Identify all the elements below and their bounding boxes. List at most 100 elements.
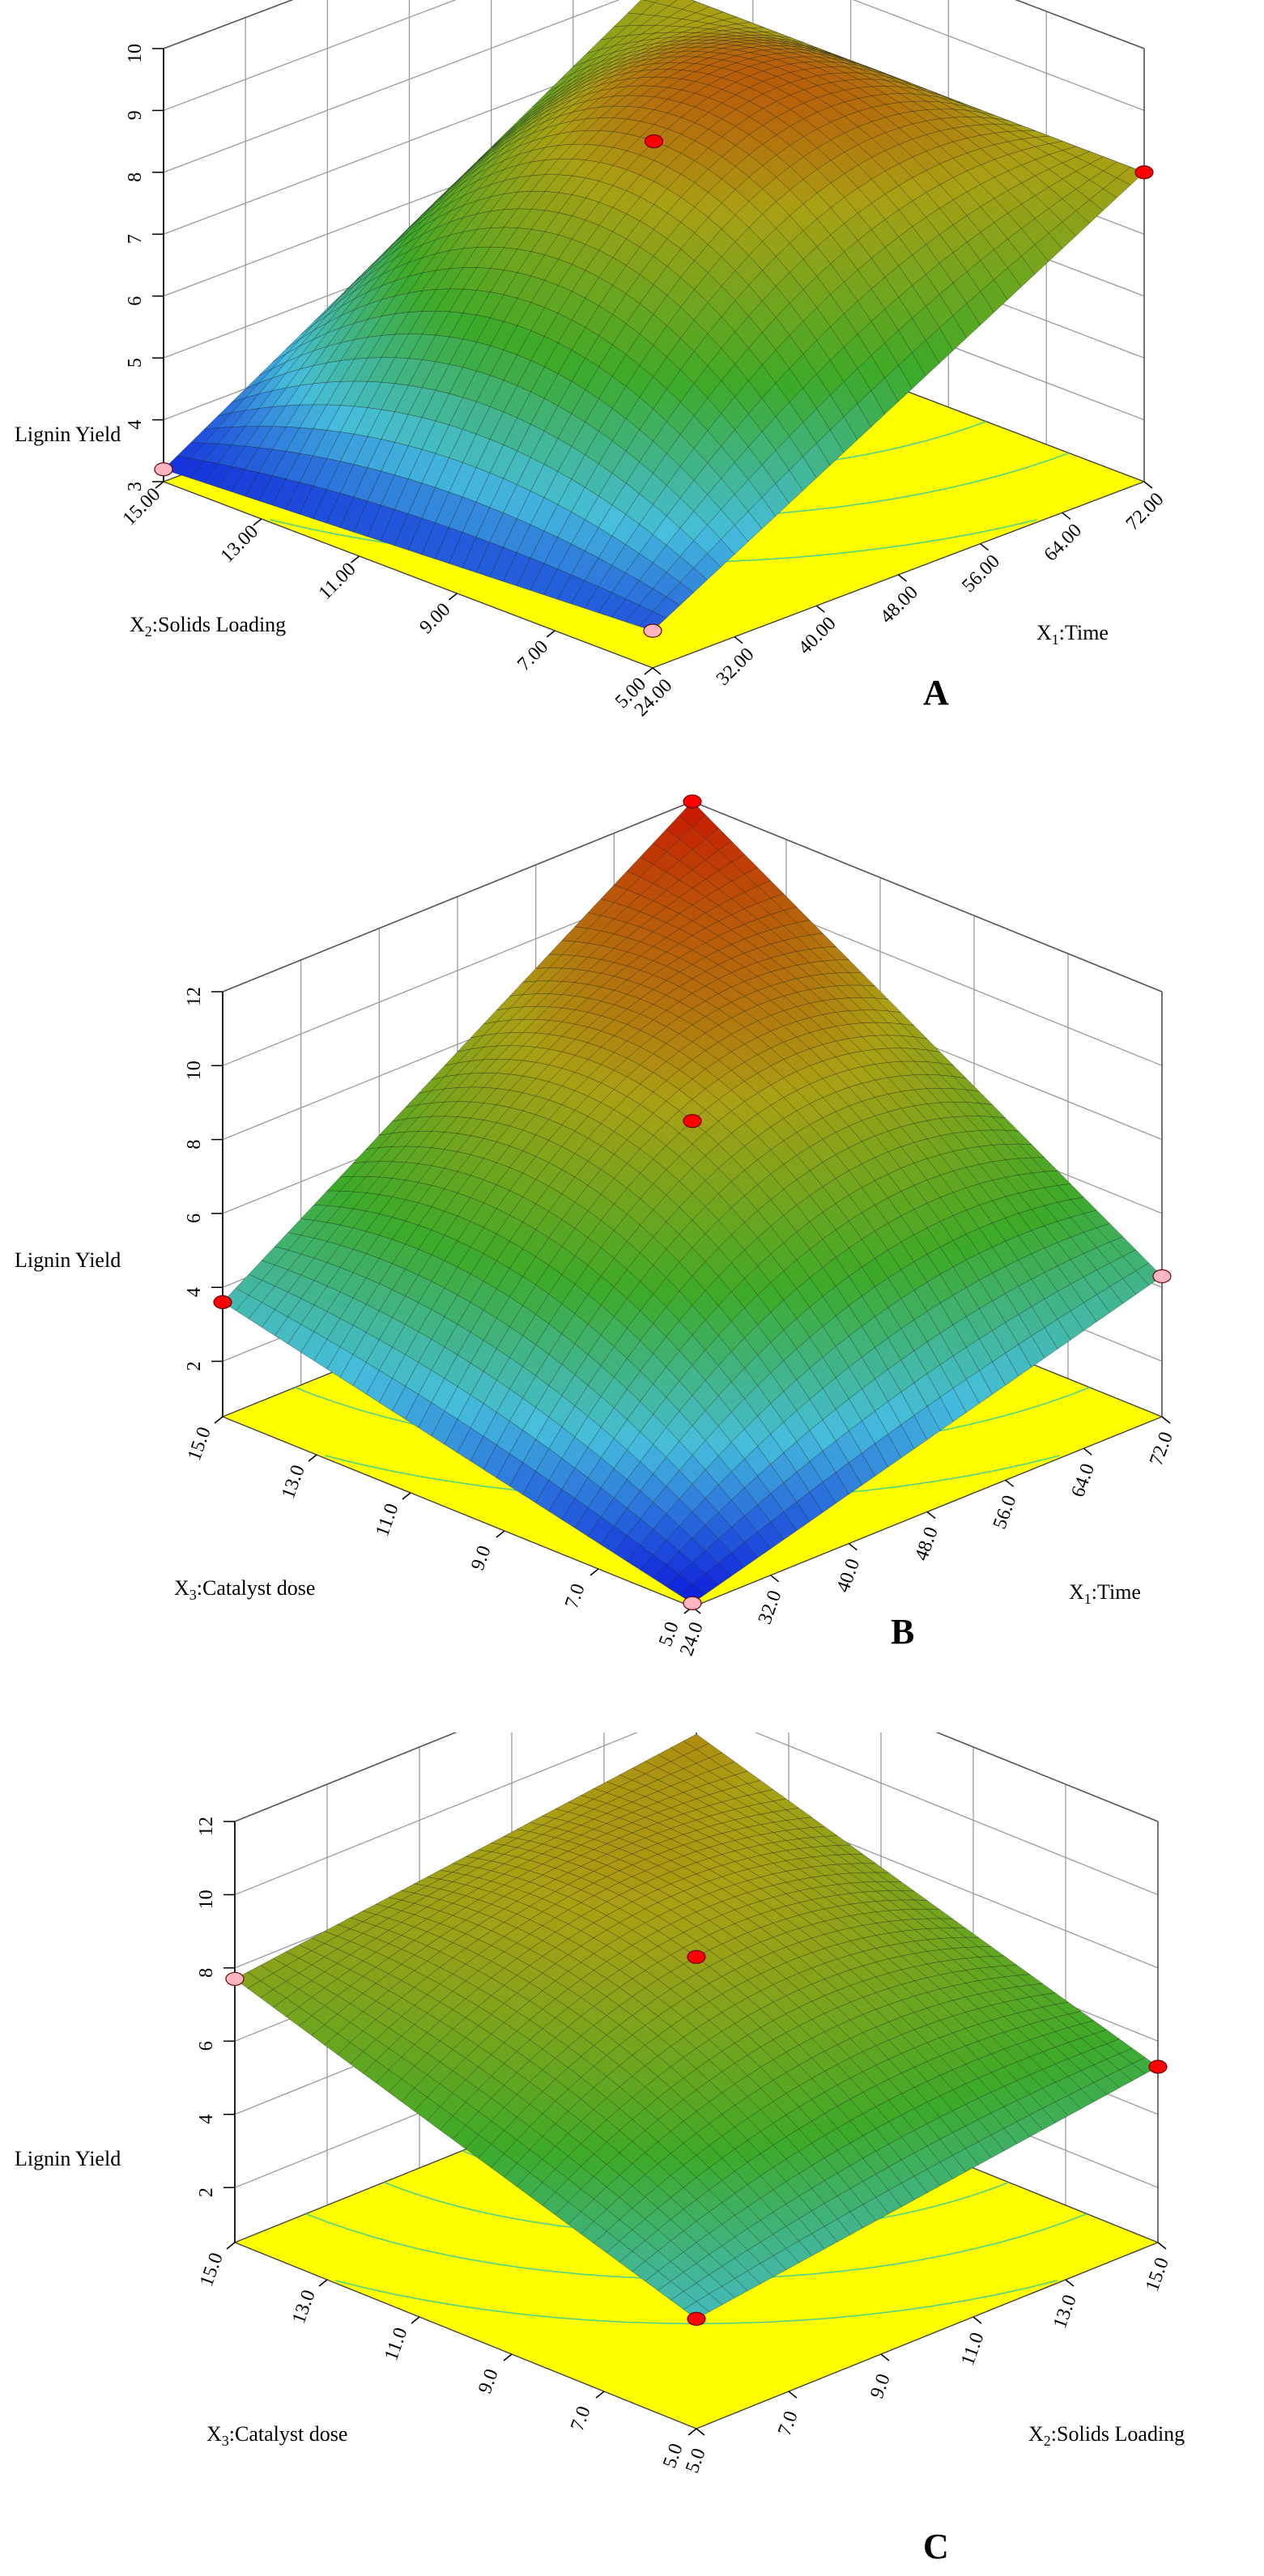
y-tick-label: 15.0 — [184, 1424, 215, 1463]
z-tick-label: 2 — [184, 1362, 205, 1371]
z-axis — [211, 991, 223, 1417]
design-point — [1152, 1269, 1172, 1284]
z-tick-label: 5 — [125, 358, 146, 368]
design-point — [687, 1949, 706, 1964]
surface-plot-b: 2 4 6 8 10 12 24.0 32.0 40.0 48.0 56.0 64.0 72.0 5.0 7… — [0, 777, 1264, 1676]
design-point — [154, 462, 173, 477]
y-axis-label: X2:Solids Loading — [130, 613, 286, 640]
z-tick-label: 4 — [184, 1287, 205, 1297]
x-tick-label: 11.0 — [957, 2330, 988, 2369]
z-tick-label: 8 — [125, 172, 146, 182]
x-tick-label: 13.0 — [1049, 2292, 1081, 2331]
x-tick-mark — [1083, 1447, 1092, 1456]
z-axis-label: Lignin Yield — [15, 1248, 121, 1272]
z-tick-label: 2 — [196, 2187, 217, 2197]
z-tick-label: 9 — [125, 110, 146, 120]
z-tick-label: 12 — [184, 987, 205, 1006]
x-tick-label: 40.00 — [794, 613, 841, 659]
design-point — [213, 1294, 232, 1310]
x-tick-label: 48.00 — [876, 582, 922, 628]
z-tick-label: 4 — [125, 420, 146, 430]
response-surface — [163, 0, 1145, 631]
x-tick-mark — [1157, 2242, 1167, 2250]
z-axis — [223, 1821, 236, 2242]
x-tick-mark — [1143, 481, 1153, 489]
x-tick-label: 7.0 — [774, 2408, 802, 2438]
panel-letter-c: C — [923, 2527, 949, 2566]
x-tick-mark — [980, 543, 989, 551]
y-tick-label: 13.0 — [288, 2287, 320, 2326]
y-tick-mark — [496, 1530, 505, 1538]
y-tick-mark — [214, 1416, 223, 1424]
x-axis-label: X1:Time — [1069, 1580, 1141, 1607]
z-tick-label: 10 — [196, 1889, 217, 1909]
y-axis-label: X3:Catalyst dose — [174, 1576, 315, 1603]
z-axis-label: Lignin Yield — [15, 423, 121, 446]
y-tick-label: 7.0 — [561, 1581, 589, 1611]
x-tick-label: 64.0 — [1067, 1461, 1099, 1500]
x-tick-mark — [652, 667, 662, 675]
z-tick-label: 3 — [125, 482, 146, 491]
y-tick-label: 11.0 — [372, 1501, 402, 1540]
z-tick-label: 10 — [125, 44, 146, 63]
x-tick-mark — [734, 636, 743, 644]
x-tick-mark — [788, 2391, 798, 2399]
y-tick-mark — [546, 630, 555, 638]
y-tick-mark — [595, 2391, 605, 2399]
design-point — [1134, 165, 1154, 180]
design-point — [643, 623, 662, 638]
design-point — [683, 1596, 702, 1611]
x-tick-mark — [696, 2428, 705, 2436]
x-tick-label: 72.0 — [1146, 1429, 1177, 1468]
y-tick-mark — [318, 2279, 328, 2287]
panel-letter-a: A — [923, 673, 949, 712]
z-axis-label: Lignin Yield — [15, 2147, 121, 2170]
x-tick-label: 15.0 — [1142, 2255, 1173, 2293]
x-tick-label: 48.0 — [911, 1524, 943, 1563]
x-tick-mark — [770, 1575, 780, 1583]
design-point — [225, 1971, 245, 1987]
response-surface — [222, 801, 1163, 1604]
x-tick-label: 32.0 — [755, 1588, 786, 1626]
y-axis-label: X3:Catalyst dose — [206, 2422, 347, 2449]
surface-plot-c-svg: 246810125.07.09.011.013.015.05.07.09.011… — [15, 1732, 1185, 2476]
x-tick-mark — [880, 2353, 890, 2361]
y-tick-mark — [226, 2242, 236, 2250]
y-tick-label: 11.00 — [315, 559, 360, 604]
x-tick-mark — [926, 1511, 936, 1520]
design-point — [1148, 2060, 1168, 2074]
x-tick-label: 56.00 — [958, 550, 1004, 597]
y-tick-label: 9.00 — [415, 599, 454, 638]
y-tick-label: 7.0 — [567, 2404, 595, 2434]
x-tick-label: 64.00 — [1041, 520, 1087, 566]
surface-plot-a: 3 4 5 6 7 8 9 10 24.00 32.00 40.00 48.00 56.00 64.00 7… — [0, 0, 1264, 737]
surface-plot-b-svg: 2468101224.032.040.048.056.064.072.05.07… — [15, 794, 1177, 1659]
z-axis — [152, 48, 164, 482]
y-tick-mark — [253, 518, 262, 526]
surface-plot-a-svg: 34567891024.0032.0040.0048.0056.0064.007… — [15, 0, 1168, 721]
y-tick-mark — [503, 2353, 513, 2361]
z-tick-label: 8 — [184, 1140, 205, 1150]
x-tick-label: 32.00 — [713, 644, 759, 690]
y-tick-label: 13.0 — [278, 1462, 309, 1501]
z-tick-label: 6 — [184, 1214, 205, 1223]
y-tick-mark — [644, 667, 653, 675]
y-tick-mark — [687, 2428, 697, 2436]
z-tick-label: 6 — [125, 296, 146, 306]
response-surface — [234, 1733, 1159, 2319]
design-point — [644, 134, 664, 149]
design-point — [687, 2311, 706, 2326]
y-tick-mark — [411, 2316, 420, 2324]
x-tick-mark — [972, 2316, 982, 2324]
z-tick-label: 8 — [196, 1968, 217, 1978]
x-tick-label: 56.0 — [989, 1493, 1021, 1532]
x-tick-mark — [815, 605, 825, 613]
x-tick-mark — [898, 574, 907, 582]
x-tick-label: 24.0 — [676, 1619, 708, 1658]
z-tick-label: 4 — [196, 2115, 217, 2124]
y-tick-mark — [448, 593, 458, 601]
x-tick-mark — [848, 1543, 858, 1551]
y-tick-label: 11.0 — [381, 2325, 411, 2364]
y-tick-mark — [351, 555, 360, 563]
y-tick-mark — [402, 1492, 411, 1500]
